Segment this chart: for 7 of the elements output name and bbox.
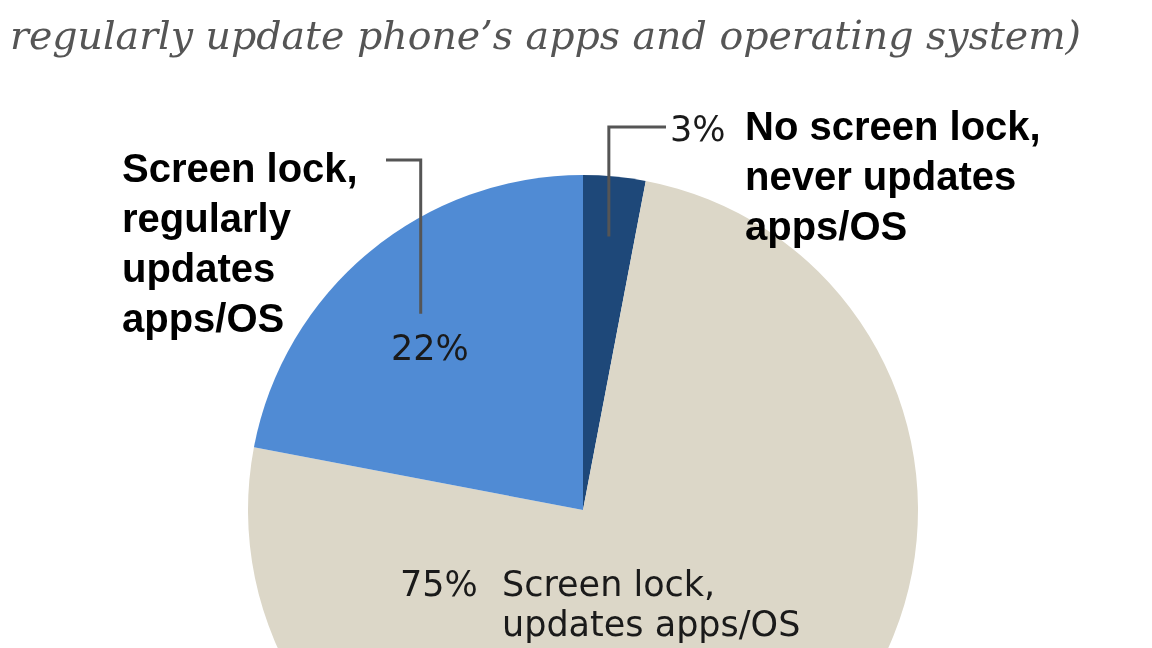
- slice-label: Screen lock, regularly updates apps/OS: [122, 146, 358, 340]
- data-label: 75%: [400, 564, 478, 604]
- slice-label: No screen lock, never updates apps/OS: [745, 104, 1041, 248]
- data-label: 3%: [670, 109, 726, 149]
- data-label: 22%: [391, 328, 469, 368]
- chart-subtitle: regularly update phone’s apps and operating system): [10, 11, 1082, 58]
- slice-label: Screen lock, updates apps/OS: [502, 564, 801, 644]
